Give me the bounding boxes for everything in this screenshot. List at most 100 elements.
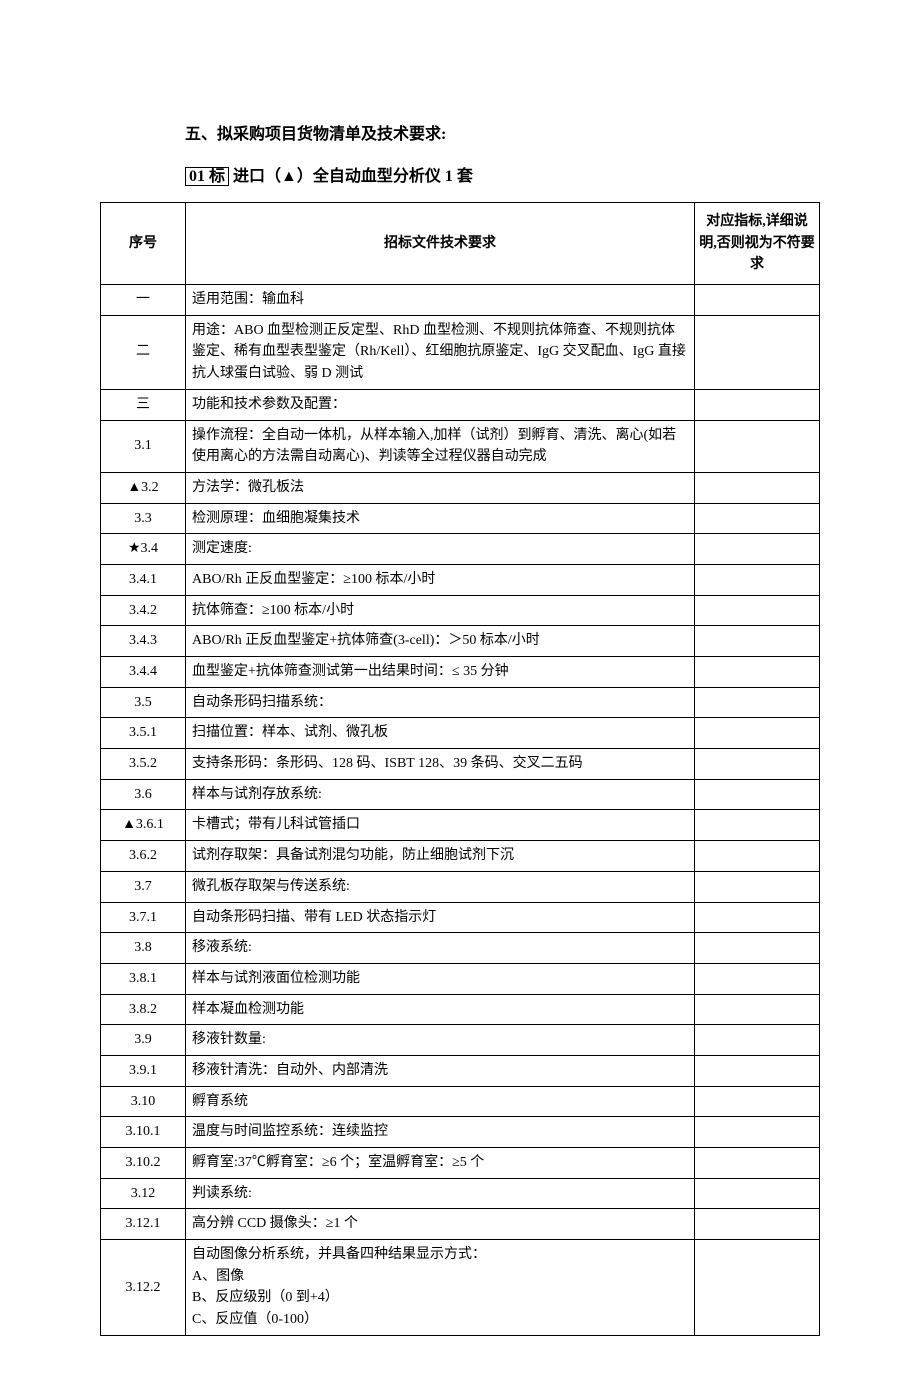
cell-note bbox=[695, 595, 820, 626]
table-row: 3.12.1高分辨 CCD 摄像头：≥1 个 bbox=[101, 1209, 820, 1240]
table-row: 3.3检测原理：血细胞凝集技术 bbox=[101, 503, 820, 534]
header-note: 对应指标,详细说明,否则视为不符要求 bbox=[695, 203, 820, 285]
spec-table: 序号 招标文件技术要求 对应指标,详细说明,否则视为不符要求 一适用范围：输血科… bbox=[100, 202, 820, 1336]
cell-note bbox=[695, 1055, 820, 1086]
table-row: 3.5自动条形码扫描系统： bbox=[101, 687, 820, 718]
cell-seq: 3.12 bbox=[101, 1178, 186, 1209]
table-row: 3.10.2孵育室:37℃孵育室：≥6 个；室温孵育室：≥5 个 bbox=[101, 1148, 820, 1179]
table-row: ▲3.6.1卡槽式；带有儿科试管插口 bbox=[101, 810, 820, 841]
cell-req: 样本与试剂存放系统: bbox=[186, 779, 695, 810]
cell-note bbox=[695, 718, 820, 749]
cell-req: 检测原理：血细胞凝集技术 bbox=[186, 503, 695, 534]
cell-note bbox=[695, 810, 820, 841]
cell-seq: 3.4.2 bbox=[101, 595, 186, 626]
table-row: 3.5.2支持条形码：条形码、128 码、ISBT 128、39 条码、交叉二五… bbox=[101, 749, 820, 780]
cell-seq: 二 bbox=[101, 315, 186, 389]
cell-req: 测定速度: bbox=[186, 534, 695, 565]
cell-req: ABO/Rh 正反血型鉴定：≥100 标本/小时 bbox=[186, 564, 695, 595]
table-row: 3.8.2样本凝血检测功能 bbox=[101, 994, 820, 1025]
cell-note bbox=[695, 687, 820, 718]
cell-seq: 3.4.1 bbox=[101, 564, 186, 595]
table-row: 3.9.1移液针清洗：自动外、内部清洗 bbox=[101, 1055, 820, 1086]
cell-seq: 3.10.1 bbox=[101, 1117, 186, 1148]
cell-seq: 3.12.2 bbox=[101, 1240, 186, 1336]
table-row: 3.9移液针数量: bbox=[101, 1025, 820, 1056]
cell-note bbox=[695, 902, 820, 933]
cell-seq: 3.3 bbox=[101, 503, 186, 534]
table-row: 3.6.2试剂存取架：具备试剂混匀功能，防止细胞试剂下沉 bbox=[101, 841, 820, 872]
cell-req: 血型鉴定+抗体筛查测试第一出结果时间：≤ 35 分钟 bbox=[186, 657, 695, 688]
cell-req: 功能和技术参数及配置： bbox=[186, 389, 695, 420]
cell-req: 移液系统: bbox=[186, 933, 695, 964]
cell-req: 卡槽式；带有儿科试管插口 bbox=[186, 810, 695, 841]
table-row: 3.10.1温度与时间监控系统：连续监控 bbox=[101, 1117, 820, 1148]
cell-req: 支持条形码：条形码、128 码、ISBT 128、39 条码、交叉二五码 bbox=[186, 749, 695, 780]
cell-req: 自动图像分析系统，并具备四种结果显示方式：A、图像B、反应级别（0 到+4）C、… bbox=[186, 1240, 695, 1336]
cell-seq: ★3.4 bbox=[101, 534, 186, 565]
cell-seq: 3.6.2 bbox=[101, 841, 186, 872]
cell-seq: 一 bbox=[101, 285, 186, 316]
table-row: 3.4.2抗体筛查：≥100 标本/小时 bbox=[101, 595, 820, 626]
cell-seq: 3.1 bbox=[101, 420, 186, 472]
table-row: 3.7微孔板存取架与传送系统: bbox=[101, 871, 820, 902]
cell-note bbox=[695, 1209, 820, 1240]
cell-req: 温度与时间监控系统：连续监控 bbox=[186, 1117, 695, 1148]
cell-seq: 3.5.2 bbox=[101, 749, 186, 780]
cell-note bbox=[695, 389, 820, 420]
cell-req: 方法学：微孔板法 bbox=[186, 472, 695, 503]
cell-note bbox=[695, 472, 820, 503]
cell-req: 扫描位置：样本、试剂、微孔板 bbox=[186, 718, 695, 749]
table-row: 三功能和技术参数及配置： bbox=[101, 389, 820, 420]
cell-note bbox=[695, 1025, 820, 1056]
cell-seq: 3.7.1 bbox=[101, 902, 186, 933]
table-row: 3.6样本与试剂存放系统: bbox=[101, 779, 820, 810]
cell-seq: 3.8 bbox=[101, 933, 186, 964]
cell-seq: 3.8.1 bbox=[101, 963, 186, 994]
cell-req: 自动条形码扫描系统： bbox=[186, 687, 695, 718]
cell-req: 自动条形码扫描、带有 LED 状态指示灯 bbox=[186, 902, 695, 933]
cell-req: 孵育室:37℃孵育室：≥6 个；室温孵育室：≥5 个 bbox=[186, 1148, 695, 1179]
cell-seq: 3.4.4 bbox=[101, 657, 186, 688]
cell-note bbox=[695, 315, 820, 389]
cell-req: 试剂存取架：具备试剂混匀功能，防止细胞试剂下沉 bbox=[186, 841, 695, 872]
cell-req: 样本凝血检测功能 bbox=[186, 994, 695, 1025]
section-title: 五、拟采购项目货物清单及技术要求: bbox=[100, 120, 820, 144]
table-row: 3.12.2自动图像分析系统，并具备四种结果显示方式：A、图像B、反应级别（0 … bbox=[101, 1240, 820, 1336]
cell-note bbox=[695, 657, 820, 688]
cell-req: 样本与试剂液面位检测功能 bbox=[186, 963, 695, 994]
item-title-rest: 进口（▲）全自动血型分析仪 1 套 bbox=[229, 168, 473, 185]
table-row: ★3.4测定速度: bbox=[101, 534, 820, 565]
table-row: 3.7.1自动条形码扫描、带有 LED 状态指示灯 bbox=[101, 902, 820, 933]
table-row: 3.4.1ABO/Rh 正反血型鉴定：≥100 标本/小时 bbox=[101, 564, 820, 595]
table-row: 二用途：ABO 血型检测正反定型、RhD 血型检测、不规则抗体筛查、不规则抗体鉴… bbox=[101, 315, 820, 389]
table-row: ▲3.2方法学：微孔板法 bbox=[101, 472, 820, 503]
cell-seq: ▲3.2 bbox=[101, 472, 186, 503]
cell-seq: 3.8.2 bbox=[101, 994, 186, 1025]
cell-note bbox=[695, 1178, 820, 1209]
cell-note bbox=[695, 503, 820, 534]
cell-seq: 3.12.1 bbox=[101, 1209, 186, 1240]
cell-note bbox=[695, 1086, 820, 1117]
cell-req: ABO/Rh 正反血型鉴定+抗体筛查(3-cell)：＞50 标本/小时 bbox=[186, 626, 695, 657]
cell-note bbox=[695, 1148, 820, 1179]
cell-req: 微孔板存取架与传送系统: bbox=[186, 871, 695, 902]
table-row: 一适用范围：输血科 bbox=[101, 285, 820, 316]
cell-seq: 三 bbox=[101, 389, 186, 420]
cell-note bbox=[695, 1240, 820, 1336]
cell-note bbox=[695, 749, 820, 780]
cell-note bbox=[695, 534, 820, 565]
cell-req: 判读系统: bbox=[186, 1178, 695, 1209]
cell-seq: 3.10 bbox=[101, 1086, 186, 1117]
cell-seq: ▲3.6.1 bbox=[101, 810, 186, 841]
table-row: 3.12判读系统: bbox=[101, 1178, 820, 1209]
cell-note bbox=[695, 420, 820, 472]
cell-note bbox=[695, 841, 820, 872]
table-row: 3.4.4血型鉴定+抗体筛查测试第一出结果时间：≤ 35 分钟 bbox=[101, 657, 820, 688]
cell-note bbox=[695, 626, 820, 657]
cell-req: 移液针数量: bbox=[186, 1025, 695, 1056]
table-row: 3.4.3ABO/Rh 正反血型鉴定+抗体筛查(3-cell)：＞50 标本/小… bbox=[101, 626, 820, 657]
cell-seq: 3.7 bbox=[101, 871, 186, 902]
cell-req: 孵育系统 bbox=[186, 1086, 695, 1117]
cell-req: 移液针清洗：自动外、内部清洗 bbox=[186, 1055, 695, 1086]
cell-seq: 3.5.1 bbox=[101, 718, 186, 749]
